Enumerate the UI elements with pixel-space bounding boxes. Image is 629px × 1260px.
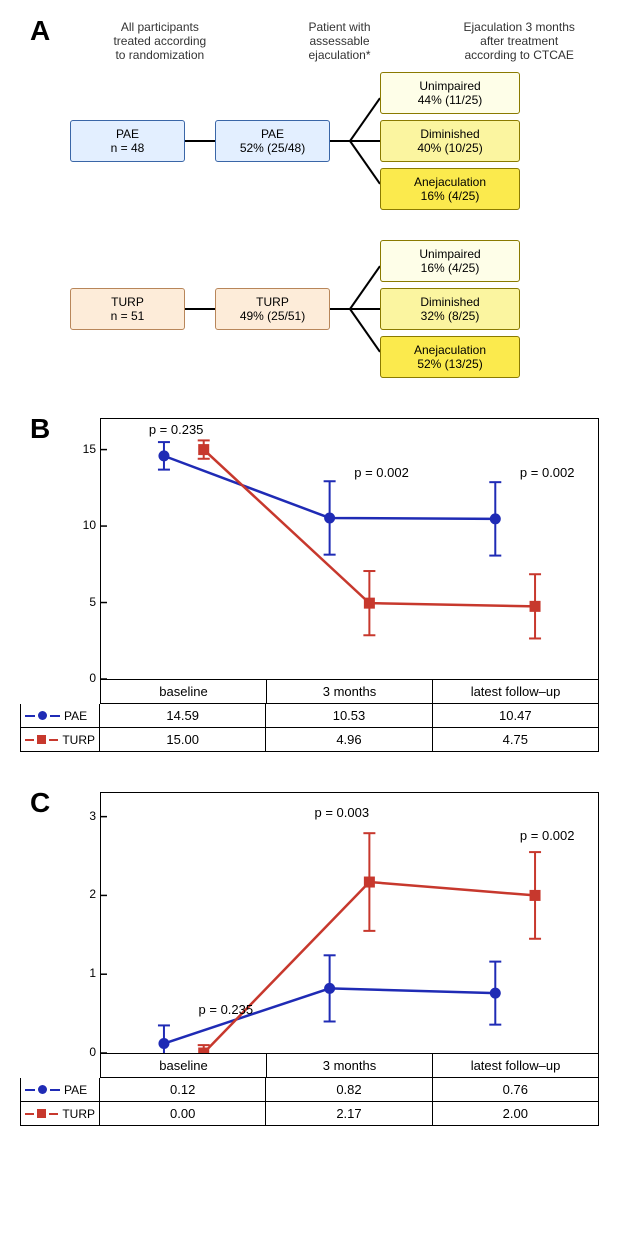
table-row: PAE0.120.820.76 — [20, 1078, 599, 1102]
y-tick-label: 10 — [83, 518, 96, 532]
y-tick-label: 5 — [89, 595, 96, 609]
outcome-box: Anejaculation16% (4/25) — [380, 168, 520, 210]
table-cell: 10.53 — [266, 704, 432, 728]
outcome-box: Diminished40% (10/25) — [380, 120, 520, 162]
branch-connector — [330, 76, 380, 206]
data-point — [198, 444, 209, 455]
panel-c-chart: p = 0.235 p = 0.003 p = 0.002 — [100, 792, 599, 1054]
flow-box-start: TURPn = 51 — [70, 288, 185, 330]
data-point — [198, 1048, 209, 1054]
p-value-label: p = 0.002 — [520, 828, 575, 843]
y-tick-label: 1 — [89, 966, 96, 980]
panel-b-yticks: 051015 — [80, 418, 100, 678]
data-point — [364, 877, 375, 888]
panel-a-row: PAEn = 48 PAE52% (25/48) Unimpaired44% (11… — [70, 72, 609, 210]
table-cell: 4.75 — [433, 728, 599, 752]
table-cell: 10.47 — [433, 704, 599, 728]
panel-b-categories: baseline3 monthslatest follow–up — [100, 680, 599, 704]
flow-box-mid: PAE52% (25/48) — [215, 120, 330, 162]
panel-a-label: A — [30, 15, 50, 47]
data-point — [490, 988, 501, 999]
y-tick-label: 0 — [89, 1045, 96, 1059]
table-cell: 0.12 — [100, 1078, 266, 1102]
table-cell: 0.00 — [100, 1102, 266, 1126]
outcome-box: Diminished32% (8/25) — [380, 288, 520, 330]
p-value-label: p = 0.003 — [315, 805, 370, 820]
branch-connector — [330, 244, 380, 374]
panel-c: C MSHQ–EjD bother item 0123 p = 0.235p =… — [20, 792, 609, 1126]
outcome-column: Unimpaired16% (4/25) Diminished32% (8/25)… — [380, 240, 520, 378]
data-point — [324, 512, 335, 523]
data-point — [364, 598, 375, 609]
table-cell: 15.00 — [100, 728, 266, 752]
connector — [185, 140, 215, 142]
y-tick-label: 15 — [83, 442, 96, 456]
y-tick-label: 2 — [89, 887, 96, 901]
connector — [185, 308, 215, 310]
outcome-box: Anejaculation52% (13/25) — [380, 336, 520, 378]
table-cell: 14.59 — [100, 704, 266, 728]
table-cell: 4.96 — [266, 728, 432, 752]
table-row: TURP15.004.964.75 — [20, 728, 599, 752]
panel-a-row: TURPn = 51 TURP49% (25/51) Unimpaired16% (… — [70, 240, 609, 378]
table-cell: 2.17 — [266, 1102, 432, 1126]
data-point — [158, 1038, 169, 1049]
table-cell: 0.76 — [433, 1078, 599, 1102]
table-cell: 2.00 — [433, 1102, 599, 1126]
data-point — [490, 513, 501, 524]
x-category-label: latest follow–up — [433, 680, 599, 704]
x-category-label: 3 months — [267, 1054, 433, 1078]
panel-b-chart: p = 0.235 p = 0.002 p = 0.002 — [100, 418, 599, 680]
y-tick-label: 3 — [89, 809, 96, 823]
x-category-label: latest follow–up — [433, 1054, 599, 1078]
table-row: PAE14.5910.5310.47 — [20, 704, 599, 728]
x-category-label: baseline — [100, 680, 267, 704]
data-point — [530, 601, 541, 612]
x-category-label: 3 months — [267, 680, 433, 704]
flow-box-start: PAEn = 48 — [70, 120, 185, 162]
panel-b: B MSHQ–EjD total score 051015 p = 0.235p… — [20, 418, 609, 752]
data-point — [158, 450, 169, 461]
panel-c-label: C — [30, 787, 50, 819]
p-value-label: p = 0.235 — [149, 422, 204, 437]
table-cell: 0.82 — [266, 1078, 432, 1102]
legend-cell: PAE — [20, 704, 100, 728]
panel-a-header-3: Ejaculation 3 months after treatment acc… — [429, 20, 609, 62]
table-row: TURP0.002.172.00 — [20, 1102, 599, 1126]
data-point — [324, 983, 335, 994]
outcome-box: Unimpaired16% (4/25) — [380, 240, 520, 282]
y-tick-label: 0 — [89, 671, 96, 685]
panel-c-table: PAE0.120.820.76TURP0.002.172.00 — [20, 1078, 609, 1126]
legend-cell: TURP — [20, 1102, 100, 1126]
data-point — [530, 890, 541, 901]
outcome-box: Unimpaired44% (11/25) — [380, 72, 520, 114]
panel-a-header-1: All participants treated according to ra… — [70, 20, 250, 62]
p-value-label: p = 0.002 — [354, 465, 409, 480]
p-value-label: p = 0.002 — [520, 465, 575, 480]
panel-a-header-2: Patient with assessable ejaculation* — [250, 20, 430, 62]
legend-cell: PAE — [20, 1078, 100, 1102]
legend-cell: TURP — [20, 728, 100, 752]
panel-b-table: PAE14.5910.5310.47TURP15.004.964.75 — [20, 704, 609, 752]
outcome-column: Unimpaired44% (11/25) Diminished40% (10/2… — [380, 72, 520, 210]
p-value-label: p = 0.235 — [199, 1002, 254, 1017]
panel-a-headers: All participants treated according to ra… — [70, 20, 609, 62]
x-category-label: baseline — [100, 1054, 267, 1078]
flow-box-mid: TURP49% (25/51) — [215, 288, 330, 330]
panel-c-categories: baseline3 monthslatest follow–up — [100, 1054, 599, 1078]
panel-c-yticks: 0123 — [80, 792, 100, 1052]
panel-b-label: B — [30, 413, 50, 445]
panel-a: A All participants treated according to … — [20, 20, 609, 378]
